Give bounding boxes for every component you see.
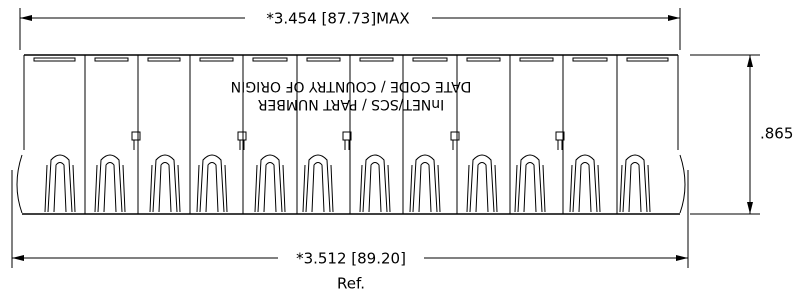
height-dimension-label: .865 MAX: [760, 125, 799, 143]
height-dimension: .865 MAX: [690, 55, 799, 214]
tab: [148, 58, 180, 61]
peg: [451, 132, 459, 150]
contact: [467, 155, 497, 212]
top-dimension-label: *3.454 [87.73]MAX: [266, 10, 409, 28]
tab: [253, 58, 287, 61]
contact: [45, 155, 75, 212]
contact: [95, 155, 125, 212]
contact: [255, 155, 285, 212]
tab: [307, 58, 340, 61]
tab: [95, 58, 128, 61]
tab: [200, 58, 233, 61]
peg: [238, 132, 246, 150]
tab: [467, 58, 500, 61]
tab: [413, 58, 447, 61]
marking: InNET/SCS / PART NUMBER DATE CODE / COUN…: [231, 78, 472, 112]
contact: [620, 155, 650, 212]
contact: [303, 155, 333, 212]
marking-line: InNET/SCS / PART NUMBER: [257, 96, 444, 112]
bottom-dimension-label: *3.512 [89.20]: [296, 250, 406, 268]
contact: [410, 155, 440, 212]
tab: [34, 58, 75, 61]
top-dimension: *3.454 [87.73]MAX: [20, 8, 680, 50]
contact: [515, 155, 545, 212]
tab: [360, 58, 393, 61]
contact: [197, 155, 227, 212]
peg: [132, 132, 140, 150]
marking-line: DATE CODE / COUNTRY OF ORIGIN: [231, 78, 472, 94]
contact: [360, 155, 390, 212]
tab: [573, 58, 607, 61]
contact: [570, 155, 600, 212]
tab: [627, 58, 668, 61]
bottom-dimension-note: Ref.: [337, 275, 365, 293]
contact: [150, 155, 180, 212]
tab: [520, 58, 553, 61]
drawing: *3.454 [87.73]MAX .865 MAX *3.512 [89.20…: [0, 0, 799, 300]
